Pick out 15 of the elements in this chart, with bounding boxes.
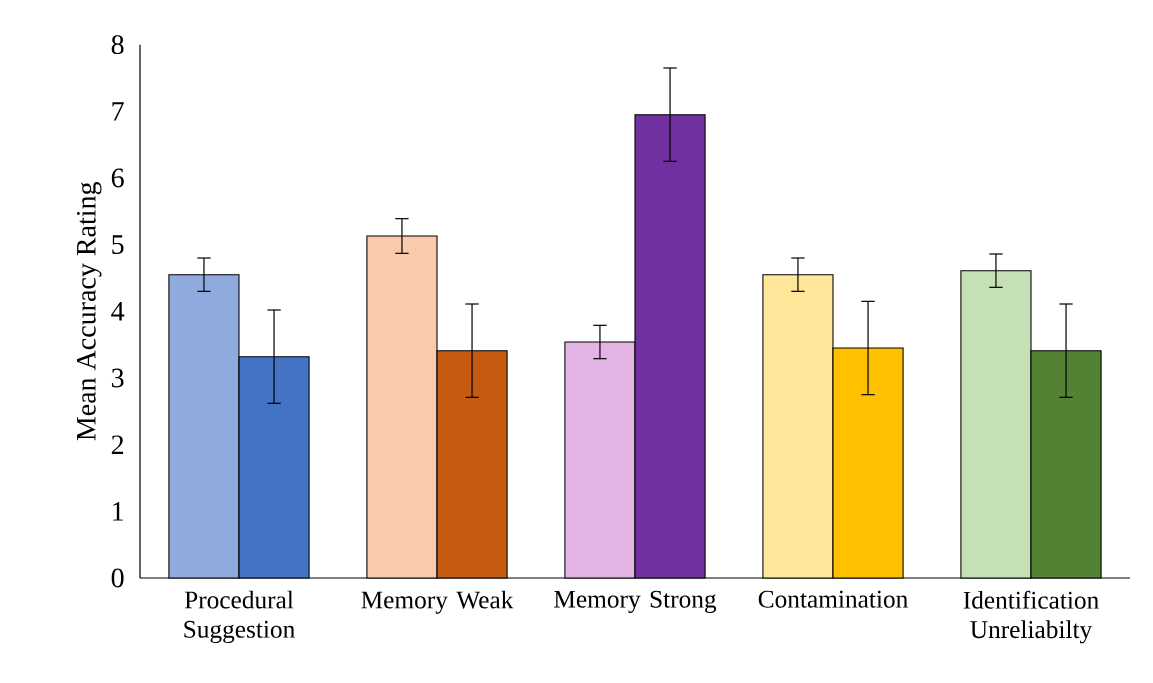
y-tick-label: 1	[113, 502, 123, 521]
y-tick-label: 3	[111, 368, 124, 388]
y-tick-label: 8	[111, 35, 124, 55]
x-tick-label: Identification Unreliabilty	[963, 590, 1099, 644]
x-tick-label: Memory Strong	[554, 590, 717, 613]
y-tick-label: 0	[111, 568, 124, 588]
x-tick-label: Memory Weak	[361, 590, 514, 614]
y-tick-label: 7	[112, 102, 124, 121]
x-tick-label: Contamination	[758, 590, 908, 608]
y-tick-label: 6	[111, 168, 124, 188]
y-tick-label: 2	[111, 435, 124, 454]
y-tick-label: 4	[111, 302, 125, 321]
x-tick-label: Procedural Suggestion	[184, 590, 295, 644]
y-tick-label: 5	[112, 235, 124, 254]
y-axis-title: Mean Accuracy Rating	[76, 182, 102, 441]
